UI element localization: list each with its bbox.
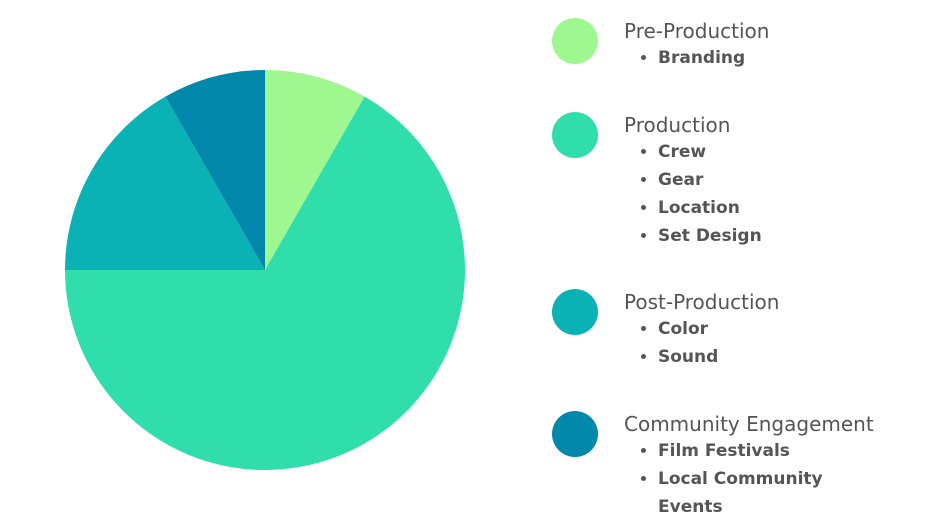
legend-item: Local Community Events — [658, 465, 858, 521]
legend-item: Sound — [658, 343, 858, 371]
legend-item: Crew — [658, 138, 858, 166]
pie-slice — [265, 70, 365, 270]
pie-chart — [64, 70, 465, 470]
legend-item: Gear — [658, 166, 858, 194]
legend-label: Post-Production — [624, 290, 780, 314]
legend-items: Branding — [640, 44, 858, 72]
pie-slice — [65, 96, 265, 270]
legend-item: Film Festivals — [658, 437, 858, 465]
legend-item: Location — [658, 194, 858, 222]
legend-label: Production — [624, 113, 731, 137]
legend-items: CrewGearLocationSet Design — [640, 138, 858, 250]
legend-label: Community Engagement — [624, 412, 874, 436]
legend-swatch — [552, 18, 598, 64]
pie-slice — [64, 96, 465, 470]
legend-items: Film FestivalsLocal Community Events — [640, 437, 858, 521]
legend-item: Color — [658, 315, 858, 343]
legend-swatch — [552, 289, 598, 335]
legend-item: Set Design — [658, 222, 858, 250]
legend-item: Branding — [658, 44, 858, 72]
pie-slice — [165, 70, 265, 270]
legend-items: ColorSound — [640, 315, 858, 371]
legend-swatch — [552, 112, 598, 158]
legend-swatch — [552, 411, 598, 457]
legend-label: Pre-Production — [624, 19, 770, 43]
